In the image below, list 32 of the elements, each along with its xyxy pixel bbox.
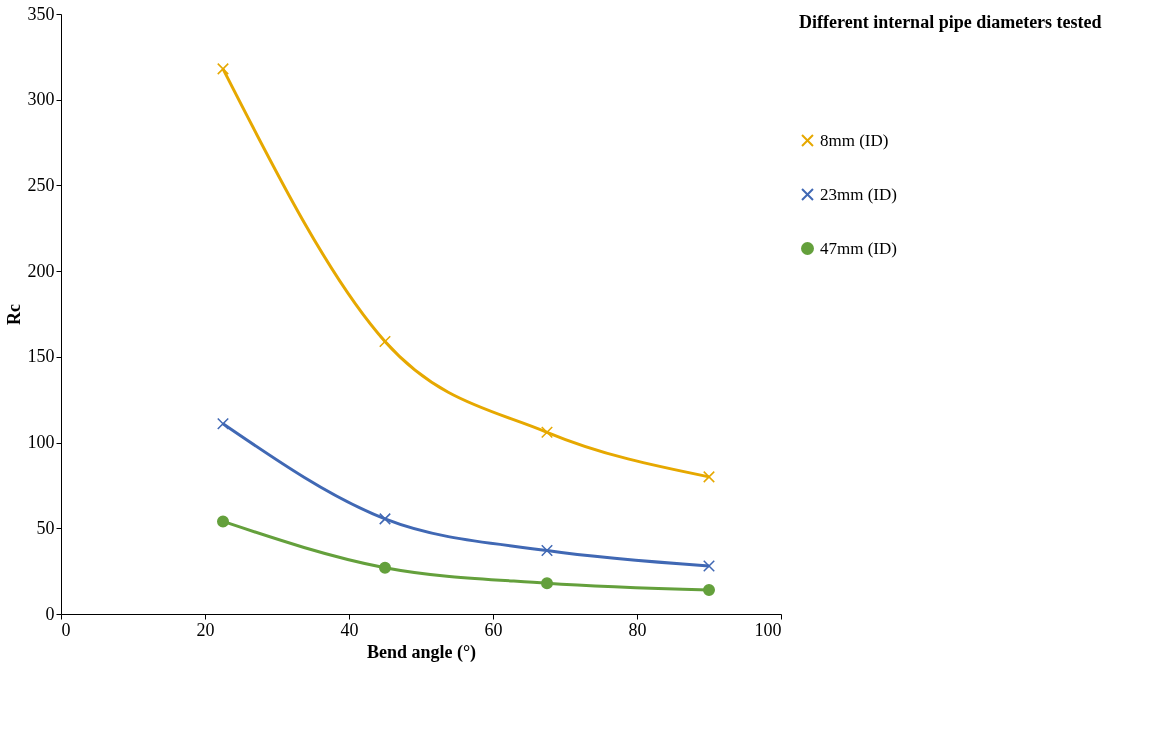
point: [703, 560, 715, 572]
point: [379, 512, 391, 525]
y-tick-label: 350: [27, 3, 55, 24]
y-tick-label: 150: [27, 346, 55, 367]
legend-label: 23mm (ID): [820, 184, 897, 204]
y-tick-label: 100: [27, 432, 55, 453]
legend-label: 8mm (ID): [820, 130, 889, 150]
point: [541, 426, 553, 439]
point: [541, 577, 553, 590]
x-tick-label: 20: [196, 619, 215, 640]
x-tick-label: 80: [628, 619, 647, 640]
point: [703, 470, 715, 483]
point: [379, 335, 391, 348]
y-axis-title: Rc: [3, 304, 24, 325]
y-tick-label: 200: [27, 260, 55, 281]
y-tick-label: 300: [27, 89, 55, 110]
x-tick-label: 100: [754, 619, 782, 640]
y-tick-label: 50: [36, 517, 55, 538]
point: [541, 544, 553, 557]
point: [217, 515, 229, 528]
point: [703, 584, 715, 596]
y-tick-label: 0: [45, 603, 55, 624]
y-tick-label: 250: [27, 174, 55, 195]
point: [217, 62, 229, 75]
x-axis-title: Bend angle (°): [366, 641, 477, 663]
legend-label: 47mm (ID): [820, 238, 897, 258]
point: [379, 561, 391, 574]
point: [217, 417, 229, 430]
x-tick-label: 40: [340, 619, 359, 640]
x-tick-label: 60: [484, 619, 503, 640]
x-tick-label: 0: [61, 619, 71, 640]
legend-title: Different internal pipe diameters tested: [799, 12, 1102, 32]
